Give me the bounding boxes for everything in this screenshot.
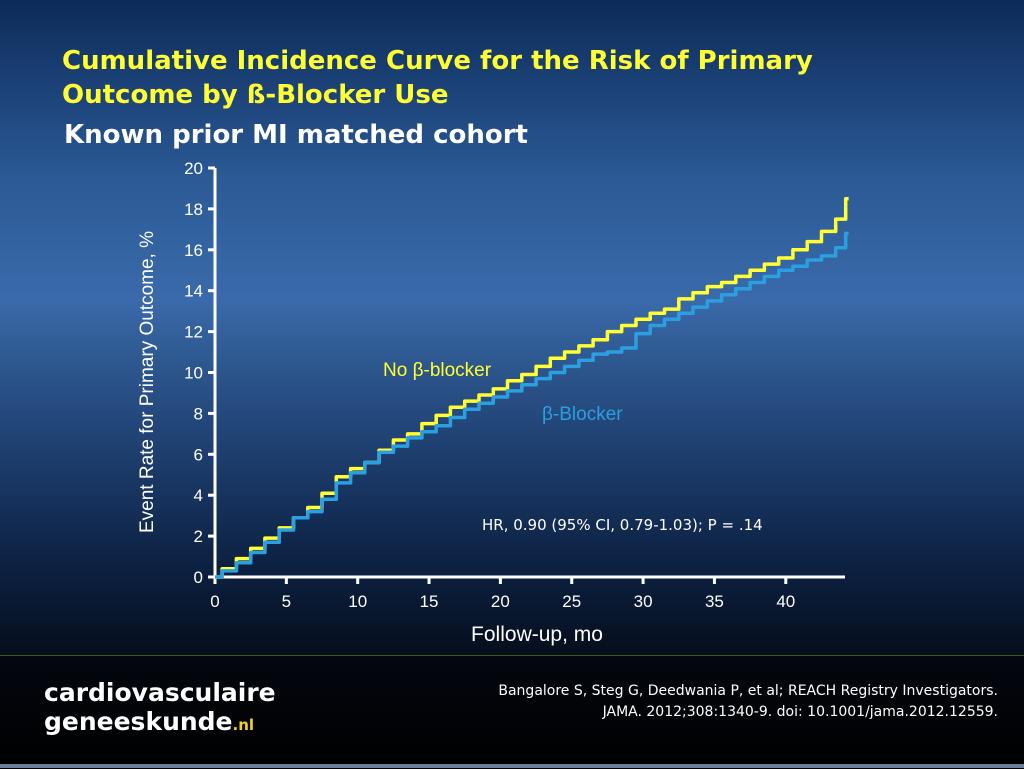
x-tick-label: 15 [420, 592, 439, 611]
logo-tld: .nl [232, 716, 255, 734]
x-tick-label: 35 [705, 592, 724, 611]
y-tick-label: 20 [184, 159, 203, 178]
x-tick-label: 40 [776, 592, 795, 611]
slide-title: Cumulative Incidence Curve for the Risk … [62, 44, 962, 112]
series-label-no-blocker: No β-blocker [383, 360, 492, 381]
y-tick-label: 18 [184, 200, 203, 219]
logo-line-1: cardiovasculaire [44, 678, 276, 707]
series-line-blocker [215, 231, 849, 579]
series-label-blocker: β-Blocker [542, 404, 623, 425]
title-line-2: Outcome by ß-Blocker Use [62, 80, 449, 110]
y-axis-title: Event Rate for Primary Outcome, % [137, 231, 158, 533]
y-tick-label: 16 [184, 241, 203, 260]
cumulative-incidence-chart: 0 2 4 6 8 10 12 14 16 18 20 0 5 10 15 20 25 30 35 40 No β-b… [137, 159, 849, 646]
x-tick-label: 20 [491, 592, 510, 611]
x-tick-label: 0 [210, 592, 219, 611]
y-tick-label: 8 [194, 404, 203, 423]
y-tick-label: 6 [194, 445, 203, 464]
site-logo: cardiovasculaire geneeskunde.nl [44, 678, 276, 740]
y-tick-label: 2 [194, 527, 203, 546]
y-tick-label: 10 [184, 364, 203, 383]
y-tick-label: 4 [194, 486, 203, 505]
x-tick-label: 5 [282, 592, 291, 611]
citation-line-1: Bangalore S, Steg G, Deedwania P, et al;… [498, 683, 998, 699]
bottom-divider [0, 764, 1024, 768]
y-tick-label: 14 [184, 282, 203, 301]
x-tick-label: 25 [562, 592, 581, 611]
logo-word: geneeskunde [44, 707, 233, 736]
y-tick-label: 0 [194, 568, 203, 587]
logo-line-2: geneeskunde.nl [44, 707, 276, 740]
footer-band [0, 655, 1024, 769]
title-line-1: Cumulative Incidence Curve for the Risk … [62, 46, 813, 76]
axes: 0 2 4 6 8 10 12 14 16 18 20 0 5 10 15 20 25 30 35 40 [184, 159, 845, 611]
citation: Bangalore S, Steg G, Deedwania P, et al;… [498, 681, 998, 723]
series-lines [215, 196, 849, 579]
hazard-ratio-annotation: HR, 0.90 (95% CI, 0.79-1.03); P = .14 [482, 516, 763, 534]
citation-line-2: JAMA. 2012;308:1340-9. doi: 10.1001/jama… [602, 704, 998, 720]
slide-subtitle: Known prior MI matched cohort [64, 120, 528, 150]
y-tick-label: 12 [184, 323, 203, 342]
x-tick-label: 30 [634, 592, 653, 611]
x-axis-title: Follow-up, mo [471, 623, 603, 646]
x-tick-label: 10 [348, 592, 367, 611]
